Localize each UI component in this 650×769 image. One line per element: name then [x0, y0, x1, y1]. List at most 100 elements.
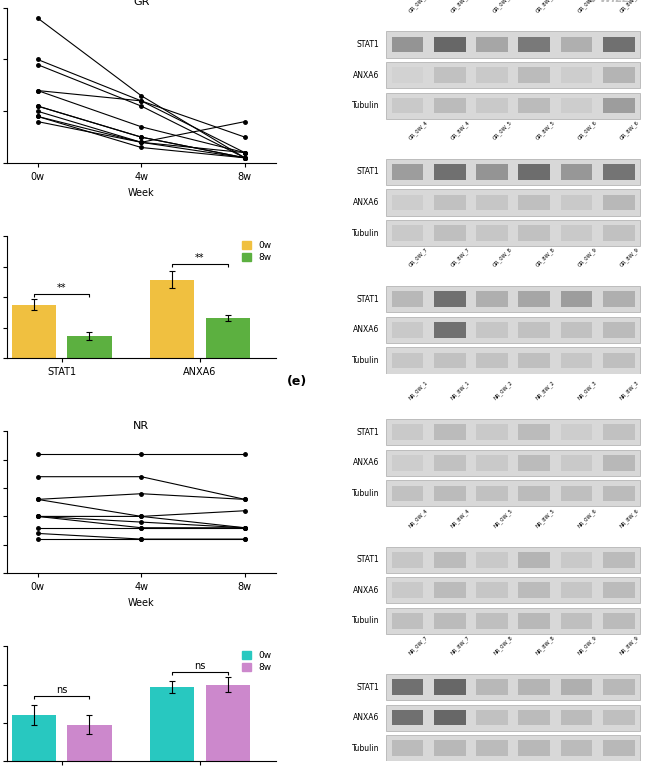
- Bar: [391, 195, 423, 210]
- Bar: [386, 286, 640, 312]
- Text: ns: ns: [194, 661, 205, 671]
- Bar: [386, 220, 640, 246]
- Bar: [603, 552, 635, 568]
- Bar: [519, 613, 550, 629]
- Bar: [603, 195, 635, 210]
- Text: Tubulin: Tubulin: [352, 489, 380, 498]
- Bar: [603, 613, 635, 629]
- Text: GR_8W_3: GR_8W_3: [619, 0, 640, 14]
- Bar: [391, 455, 423, 471]
- Text: GR_8W_8: GR_8W_8: [534, 247, 556, 268]
- Text: GR_0W_7: GR_0W_7: [408, 247, 429, 268]
- Bar: [391, 485, 423, 501]
- Bar: [386, 735, 640, 761]
- Text: STAT1: STAT1: [357, 683, 380, 691]
- Bar: [386, 158, 640, 185]
- Bar: [434, 679, 465, 695]
- Bar: [476, 710, 508, 725]
- Bar: [434, 455, 465, 471]
- Bar: [561, 225, 593, 241]
- Bar: [603, 225, 635, 241]
- Bar: [391, 322, 423, 338]
- Text: ANXA6: ANXA6: [353, 71, 380, 79]
- Bar: [391, 679, 423, 695]
- Text: NR_0W_6: NR_0W_6: [577, 508, 598, 529]
- Text: STAT1: STAT1: [357, 555, 380, 564]
- Bar: [386, 348, 640, 374]
- Bar: [434, 741, 465, 756]
- Bar: [12, 305, 57, 358]
- Bar: [519, 710, 550, 725]
- Bar: [205, 684, 250, 761]
- Text: NR_0W_9: NR_0W_9: [577, 634, 598, 656]
- Bar: [519, 98, 550, 114]
- Text: NR_8W_5: NR_8W_5: [534, 508, 556, 529]
- Bar: [561, 582, 593, 598]
- Text: GR_0W_3: GR_0W_3: [577, 0, 598, 14]
- Bar: [434, 582, 465, 598]
- Bar: [561, 424, 593, 440]
- Bar: [519, 552, 550, 568]
- Bar: [434, 710, 465, 725]
- Bar: [603, 37, 635, 52]
- Bar: [205, 318, 250, 358]
- Text: Tubulin: Tubulin: [352, 744, 380, 753]
- Text: ns: ns: [56, 685, 68, 695]
- Bar: [391, 225, 423, 241]
- Text: ANXA6: ANXA6: [353, 325, 380, 335]
- Bar: [476, 98, 508, 114]
- Bar: [519, 455, 550, 471]
- Bar: [476, 679, 508, 695]
- Bar: [603, 164, 635, 180]
- Bar: [603, 424, 635, 440]
- Bar: [519, 291, 550, 307]
- Bar: [603, 455, 635, 471]
- X-axis label: Week: Week: [128, 188, 155, 198]
- Text: GR_0W_8: GR_0W_8: [492, 247, 514, 268]
- Text: GR_0W_4: GR_0W_4: [408, 119, 429, 141]
- Bar: [561, 67, 593, 83]
- Bar: [68, 724, 112, 761]
- Bar: [386, 92, 640, 118]
- Bar: [476, 195, 508, 210]
- Bar: [476, 741, 508, 756]
- Text: ANXA6: ANXA6: [353, 713, 380, 722]
- Bar: [561, 613, 593, 629]
- Bar: [386, 317, 640, 343]
- Text: NR_0W_7: NR_0W_7: [408, 634, 429, 656]
- Bar: [476, 552, 508, 568]
- Text: GR_0W_2: GR_0W_2: [492, 0, 514, 14]
- Bar: [519, 67, 550, 83]
- Bar: [519, 37, 550, 52]
- Text: **: **: [195, 253, 205, 263]
- Text: NR_0W_5: NR_0W_5: [492, 508, 514, 529]
- Bar: [561, 98, 593, 114]
- Bar: [434, 291, 465, 307]
- X-axis label: Week: Week: [128, 598, 155, 608]
- Text: Tubulin: Tubulin: [352, 101, 380, 110]
- Bar: [434, 352, 465, 368]
- Bar: [603, 322, 635, 338]
- Bar: [391, 613, 423, 629]
- Bar: [476, 582, 508, 598]
- Text: NR_0W_4: NR_0W_4: [408, 508, 429, 529]
- Bar: [519, 741, 550, 756]
- Bar: [476, 485, 508, 501]
- Text: GR_8W_2: GR_8W_2: [534, 0, 556, 14]
- Bar: [476, 352, 508, 368]
- Bar: [561, 741, 593, 756]
- Bar: [519, 225, 550, 241]
- Text: GR_0W_5: GR_0W_5: [492, 119, 514, 141]
- Text: NR_8W_8: NR_8W_8: [534, 634, 556, 656]
- Text: ANXA6: ANXA6: [353, 198, 380, 207]
- Bar: [434, 67, 465, 83]
- Bar: [434, 552, 465, 568]
- Bar: [476, 164, 508, 180]
- Bar: [386, 419, 640, 445]
- Bar: [386, 547, 640, 573]
- Bar: [391, 164, 423, 180]
- Bar: [386, 62, 640, 88]
- Bar: [561, 291, 593, 307]
- Text: NR_8W_7: NR_8W_7: [450, 634, 471, 656]
- Bar: [603, 582, 635, 598]
